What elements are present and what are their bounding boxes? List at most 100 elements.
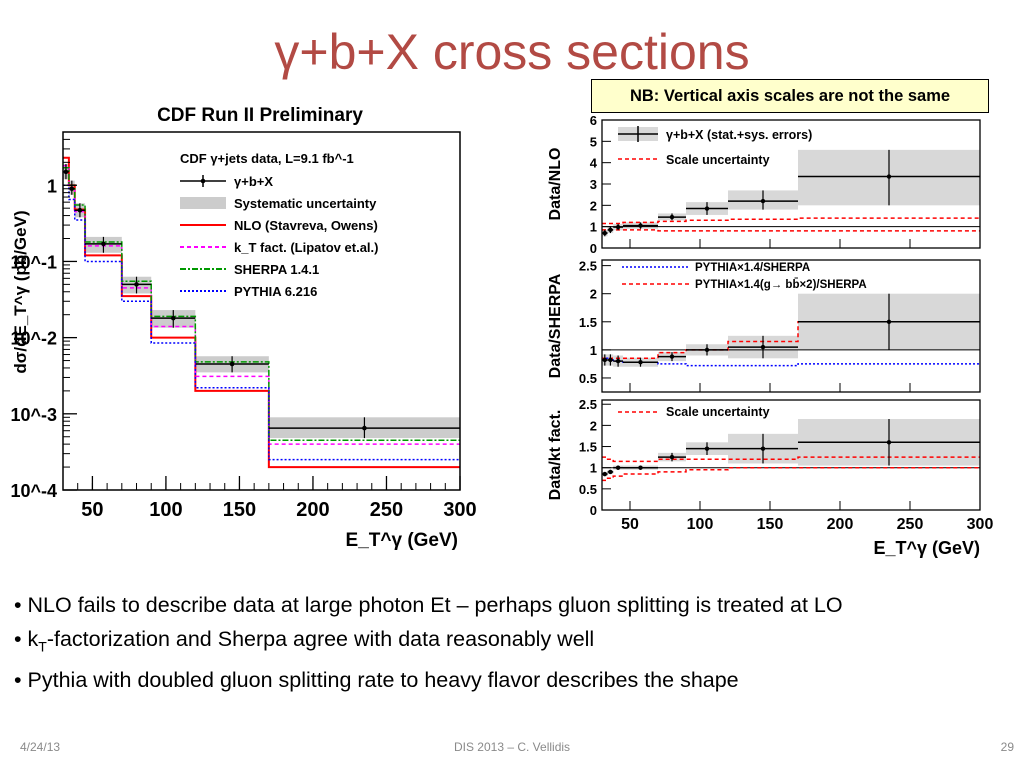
bullet-item: • Pythia with doubled gluon splitting ra… — [14, 668, 739, 693]
bullet-item: • NLO fails to describe data at large ph… — [14, 593, 843, 617]
axis-scale-note: NB: Vertical axis scales are not the sam… — [591, 79, 989, 113]
footer-center: DIS 2013 – C. Vellidis — [453, 740, 571, 754]
data-point — [63, 169, 69, 175]
y-tick-label: 10^-1 — [10, 252, 57, 272]
ratio-chart: 0 1 2 3 4 5 6 Data/NLO 0.5 1 1.5 2 2.5 Data/SHERPA 0 0.… — [547, 113, 994, 558]
plot-frame — [601, 259, 981, 393]
scale-band-low — [602, 466, 980, 482]
y-tick-label: 0.5 — [579, 482, 597, 497]
data-point — [608, 469, 613, 475]
y-tick-label: 1.5 — [579, 440, 597, 455]
x-tick-label: 50 — [81, 499, 103, 521]
data-point — [886, 174, 892, 179]
x-tick-label: 250 — [897, 516, 924, 533]
x-tick-label: 200 — [296, 499, 329, 521]
bullet-item: • kT-factorization and Sherpa agree with… — [14, 627, 595, 655]
bullet-list: • NLO fails to describe data at large ph… — [14, 588, 1014, 697]
legend-label: Scale uncertainty — [666, 405, 770, 419]
legend-label: PYTHIA×1.4(g→ bb̄×2)/SHERPA — [695, 279, 867, 291]
legend-label: SHERPA 1.4.1 — [234, 262, 319, 277]
legend-swatch — [180, 197, 226, 209]
scale-band-high — [602, 456, 980, 463]
cross-section-chart: CDF Run II Preliminary 50 100 150 200 250 300 1… — [10, 105, 476, 551]
legend-label: k_T fact. (Lipatov et.al.) — [234, 240, 378, 255]
y-tick-label: 2 — [590, 287, 597, 302]
y-tick-label: 1 — [590, 461, 597, 476]
legend-header: CDF γ+jets data, L=9.1 fb^-1 — [180, 151, 354, 166]
x-axis-label: E_T^γ (GeV) — [346, 530, 458, 551]
x-tick-label: 200 — [827, 516, 854, 533]
y-tick-label: 10^-2 — [10, 329, 57, 349]
data-point — [669, 214, 675, 220]
y-tick-label: 1 — [590, 220, 597, 235]
y-tick-label: 0 — [590, 503, 597, 518]
data-point — [669, 354, 675, 359]
data-point — [760, 446, 766, 451]
data-point — [638, 360, 643, 365]
ratio-line — [602, 321, 980, 360]
legend-label: Systematic uncertainty — [234, 196, 377, 211]
data-point — [886, 319, 892, 324]
legend-label: γ+b+X (stat.+sys. errors) — [666, 128, 812, 142]
x-tick-label: 100 — [687, 516, 714, 533]
scale-band-high — [602, 217, 980, 225]
x-tick-label: 50 — [621, 516, 639, 533]
legend-label: PYTHIA×1.4/SHERPA — [695, 262, 810, 274]
y-tick-label: 3 — [590, 177, 597, 192]
plot-frame — [601, 399, 981, 511]
data-point — [615, 224, 621, 230]
y-tick-label: 4 — [590, 156, 598, 171]
scale-band-low — [602, 229, 980, 232]
legend-label: γ+b+X — [234, 174, 273, 189]
legend-label: NLO (Stavreva, Owens) — [234, 218, 378, 233]
panel-y-label: Data/NLO — [547, 148, 564, 221]
data-point — [760, 344, 766, 350]
x-tick-label: 100 — [149, 499, 182, 521]
legend-label: PYTHIA 6.216 — [234, 284, 317, 299]
data-point — [608, 227, 613, 233]
slide-title: γ+b+X cross sections — [274, 24, 750, 80]
footer-date: 4/24/13 — [20, 740, 61, 754]
data-point — [170, 315, 176, 321]
y-tick-label: 0.5 — [579, 371, 597, 386]
data-point — [886, 440, 892, 445]
x-tick-label: 300 — [443, 499, 476, 521]
data-point — [704, 206, 710, 211]
data-point — [638, 223, 643, 228]
legend-label: Scale uncertainty — [666, 153, 770, 167]
data-point — [704, 446, 710, 451]
data-point — [760, 198, 766, 204]
x-tick-label: 250 — [370, 499, 403, 521]
data-point — [229, 361, 235, 367]
y-tick-label: 2 — [590, 418, 597, 433]
right-chart-panel: 0 1 2 3 4 5 6 Data/NLO 0.5 1 1.5 2 2.5 Data/SHERPA 0 0.… — [540, 112, 1024, 559]
data-point — [77, 207, 83, 213]
data-point — [602, 357, 607, 363]
panel-y-label: Data/kt fact. — [547, 410, 564, 501]
y-tick-label: 2.5 — [579, 259, 597, 274]
y-tick-label: 10^-4 — [10, 481, 57, 501]
data-point — [615, 465, 621, 470]
data-point — [602, 471, 607, 477]
x-tick-label: 300 — [967, 516, 994, 533]
data-point — [362, 425, 367, 431]
y-tick-label: 1 — [590, 343, 597, 358]
x-axis-label: E_T^γ (GeV) — [873, 538, 980, 558]
data-point — [704, 347, 710, 353]
y-tick-label: 0 — [590, 241, 597, 256]
y-tick-label: 10^-3 — [10, 405, 57, 425]
x-tick-label: 150 — [757, 516, 784, 533]
left-chart-panel: CDF Run II Preliminary 50 100 150 200 250 300 1… — [0, 97, 486, 559]
data-point — [669, 454, 675, 460]
y-axis-label: dσ/dE_T^γ (pb/GeV) — [11, 210, 30, 373]
y-tick-label: 1 — [47, 176, 57, 196]
data-point — [69, 186, 75, 192]
chart-title: CDF Run II Preliminary — [157, 105, 363, 126]
y-tick-label: 1.5 — [579, 315, 597, 330]
y-tick-label: 6 — [590, 113, 597, 128]
y-tick-label: 5 — [590, 134, 597, 149]
data-point — [602, 230, 607, 236]
page-number: 29 — [1000, 740, 1014, 754]
y-tick-label: 2.5 — [579, 397, 597, 412]
data-point — [638, 465, 643, 470]
